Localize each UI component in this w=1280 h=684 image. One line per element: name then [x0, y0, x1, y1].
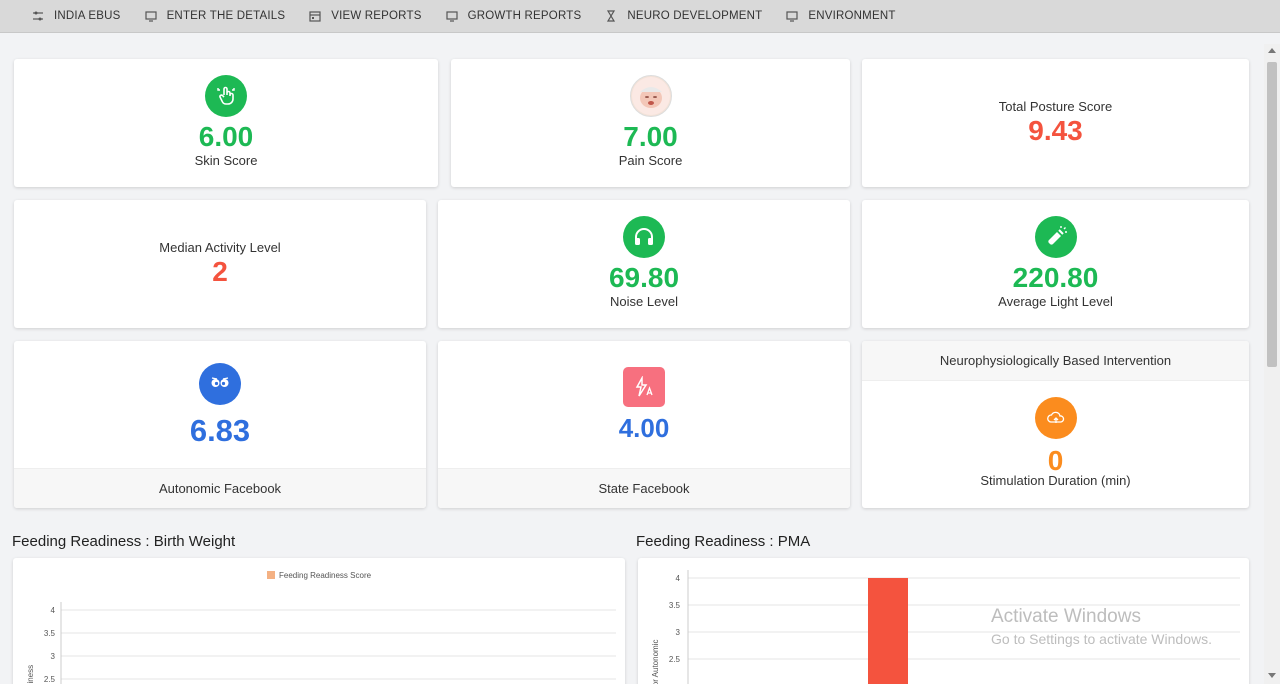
- calendar-icon: [309, 10, 321, 22]
- noise-level-value: 69.80: [608, 262, 680, 293]
- birth-weight-chart: Feeding Readiness Score 4 3.5 3 2.5 diness: [13, 558, 625, 684]
- posture-score-value: 9.43: [1028, 115, 1083, 146]
- autonomic-facebook-value: 6.83: [189, 413, 251, 448]
- touch-hand-icon: [205, 75, 247, 117]
- stimulation-duration-label: Stimulation Duration (min): [980, 473, 1131, 488]
- state-facebook-footer: State Facebook: [438, 468, 850, 508]
- noise-level-card: 69.80 Noise Level: [438, 200, 850, 328]
- y-tick-label: 3: [51, 652, 56, 661]
- light-level-label: Average Light Level: [998, 294, 1113, 309]
- skin-score-card: 6.00 Skin Score: [14, 59, 438, 187]
- watermark-title: Activate Windows: [991, 606, 1141, 627]
- y-tick-label: 2.5: [44, 675, 56, 684]
- activity-level-value: 2: [212, 256, 228, 287]
- y-tick-label: 3: [676, 628, 681, 637]
- monitor-icon: [144, 10, 157, 22]
- intervention-header: Neurophysiologically Based Intervention: [862, 341, 1249, 381]
- monitor-icon: [786, 10, 798, 22]
- nav-label: INDIA EBUS: [54, 10, 121, 22]
- top-nav: INDIA EBUS ENTER THE DETAILS VIEW REPORT…: [0, 0, 1280, 33]
- y-axis-label: ior Autonomic: [651, 640, 660, 684]
- birth-weight-section-title: Feeding Readiness : Birth Weight: [12, 533, 236, 550]
- legend-swatch: [267, 571, 275, 579]
- birth-weight-chart-svg: Feeding Readiness Score 4 3.5 3 2.5 diness: [26, 571, 616, 684]
- state-facebook-value: 4.00: [618, 413, 670, 443]
- pain-score-card: 7.00 Pain Score: [451, 59, 850, 187]
- nav-label: GROWTH REPORTS: [467, 10, 582, 22]
- monitor-icon: [445, 10, 458, 22]
- nav-label: NEURO DEVELOPMENT: [627, 10, 763, 22]
- nav-label: ENTER THE DETAILS: [166, 10, 286, 22]
- state-facebook-card: 4.00 State Facebook: [438, 341, 850, 508]
- headphones-icon: [623, 216, 665, 258]
- pma-section-title: Feeding Readiness : PMA: [636, 533, 811, 550]
- flashlight-icon: [1034, 216, 1077, 258]
- y-tick-label: 2.5: [669, 655, 681, 664]
- flash-auto-icon: [623, 367, 665, 407]
- nav-enter-details[interactable]: ENTER THE DETAILS: [144, 10, 286, 22]
- autonomic-facebook-footer: Autonomic Facebook: [14, 468, 426, 508]
- legend-label: Feeding Readiness Score: [279, 571, 372, 580]
- light-level-card: 220.80 Average Light Level: [862, 200, 1249, 328]
- cloud-upload-icon: [1034, 397, 1077, 439]
- y-tick-label: 3.5: [669, 601, 681, 610]
- watermark-subtitle: Go to Settings to activate Windows.: [991, 631, 1212, 647]
- noise-level-label: Noise Level: [610, 294, 678, 309]
- intervention-title: Neurophysiologically Based Intervention: [939, 352, 1172, 368]
- y-axis-label: diness: [26, 665, 35, 684]
- y-tick-label: 4: [676, 574, 681, 583]
- scroll-down-arrow[interactable]: [1268, 673, 1276, 678]
- stimulation-duration-value: 0: [1047, 445, 1064, 476]
- nav-environment[interactable]: ENVIRONMENT: [786, 10, 895, 22]
- nav-label: ENVIRONMENT: [808, 10, 896, 22]
- nav-india-ebus[interactable]: INDIA EBUS: [32, 10, 121, 22]
- baby-face-icon: [629, 75, 672, 117]
- posture-score-card: Total Posture Score 9.43: [862, 59, 1249, 187]
- sliders-icon: [32, 10, 44, 22]
- skin-score-label: Skin Score: [194, 153, 258, 168]
- pma-chart: 4 3.5 3 2.5 ior Autonomic: [638, 558, 1249, 684]
- y-tick-label: 3.5: [44, 629, 56, 638]
- nav-label: VIEW REPORTS: [331, 10, 422, 22]
- skin-score-value: 6.00: [198, 121, 254, 152]
- autonomic-facebook-card: 6.83 Autonomic Facebook: [14, 341, 426, 508]
- nav-growth-reports[interactable]: GROWTH REPORTS: [445, 10, 582, 22]
- activate-windows-watermark: Activate Windows Go to Settings to activ…: [991, 605, 1212, 649]
- light-level-value: 220.80: [1012, 262, 1099, 293]
- nav-view-reports[interactable]: VIEW REPORTS: [309, 10, 421, 22]
- scroll-thumb[interactable]: [1267, 62, 1277, 367]
- face-icon: [199, 363, 241, 405]
- pma-chart-svg: 4 3.5 3 2.5 ior Autonomic: [651, 570, 1240, 684]
- chart-bar: [868, 578, 908, 684]
- nav-neuro-development[interactable]: NEURO DEVELOPMENT: [605, 10, 762, 22]
- state-facebook-label: State Facebook: [598, 480, 690, 496]
- activity-level-card: Median Activity Level 2: [14, 200, 426, 328]
- autonomic-facebook-label: Autonomic Facebook: [158, 480, 282, 496]
- pain-score-value: 7.00: [623, 121, 678, 152]
- vertical-scrollbar[interactable]: [1264, 44, 1280, 684]
- hourglass-icon: [605, 10, 617, 22]
- y-tick-label: 4: [51, 606, 56, 615]
- activity-level-label: Median Activity Level: [159, 240, 281, 255]
- posture-score-label: Total Posture Score: [998, 99, 1113, 114]
- scroll-up-arrow[interactable]: [1268, 48, 1276, 53]
- intervention-card: Neurophysiologically Based Intervention …: [862, 341, 1249, 508]
- pain-score-label: Pain Score: [618, 153, 683, 168]
